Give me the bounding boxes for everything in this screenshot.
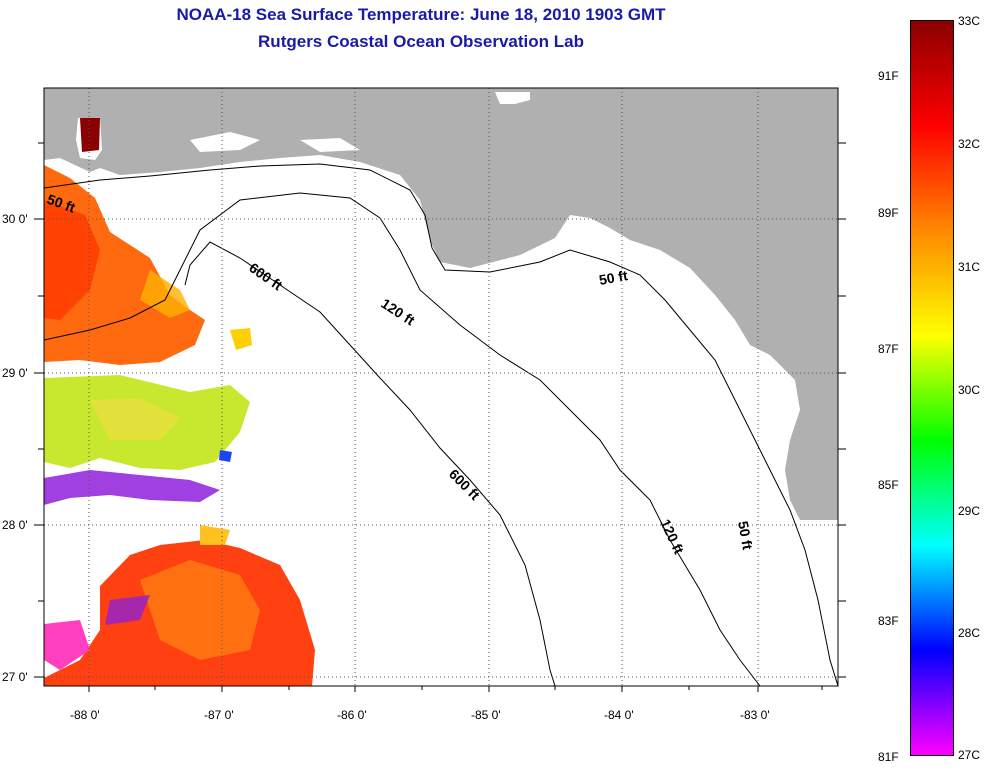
colorbar-label-fahrenheit: 87F [878, 342, 899, 356]
sst-patch-south [44, 525, 315, 686]
map-subtitle: Rutgers Coastal Ocean Observation Lab [258, 32, 584, 51]
bay-feature [300, 138, 360, 152]
colorbar-label-celsius: 31C [958, 260, 981, 274]
sst-map: 50 ft 600 ft 120 ft 50 ft 600 ft 120 ft … [2, 87, 846, 722]
lon-label: -88 0' [70, 708, 100, 722]
graticule [44, 88, 838, 686]
colorbar-label-celsius: 29C [958, 504, 981, 518]
bay-feature [790, 520, 838, 552]
lon-label: -83 0' [740, 708, 770, 722]
colorbar-label-fahrenheit: 83F [878, 614, 899, 628]
sst-patch-northwest [44, 118, 205, 365]
temperature-colorbar [910, 20, 954, 756]
colorbar-label-fahrenheit: 91F [878, 69, 899, 83]
lat-label: 29 0' [2, 366, 28, 380]
isobath-600ft [184, 241, 556, 686]
lat-label: 27 0' [2, 670, 28, 684]
lon-label: -84 0' [604, 708, 634, 722]
colorbar-label-fahrenheit: 81F [878, 750, 899, 764]
bay-feature [190, 132, 260, 152]
colorbar-label-celsius: 33C [958, 14, 981, 28]
contour-label-50ft-south: 50 ft [735, 520, 756, 551]
colorbar-label-fahrenheit: 85F [878, 478, 899, 492]
colorbar-label-celsius: 27C [958, 748, 981, 762]
land-mass [44, 88, 838, 552]
map-title: NOAA-18 Sea Surface Temperature: June 18… [176, 5, 666, 24]
colorbar-label-fahrenheit: 89F [878, 206, 899, 220]
isobath-50ft [44, 163, 838, 686]
lat-label: 28 0' [2, 518, 28, 532]
lat-label: 30 0' [2, 212, 28, 226]
tick-marks [34, 142, 846, 692]
bay-feature [495, 92, 530, 104]
colorbar-label-celsius: 30C [958, 383, 981, 397]
isobath-120ft [44, 192, 761, 686]
colorbar-label-celsius: 28C [958, 626, 981, 640]
plot-border [43, 87, 839, 687]
lon-label: -87 0' [204, 708, 234, 722]
lon-label: -85 0' [471, 708, 501, 722]
lon-label: -86 0' [337, 708, 367, 722]
colorbar-label-celsius: 32C [958, 137, 981, 151]
sst-patch-midwest [44, 328, 252, 505]
contour-label-50ft-mid: 50 ft [598, 267, 629, 288]
